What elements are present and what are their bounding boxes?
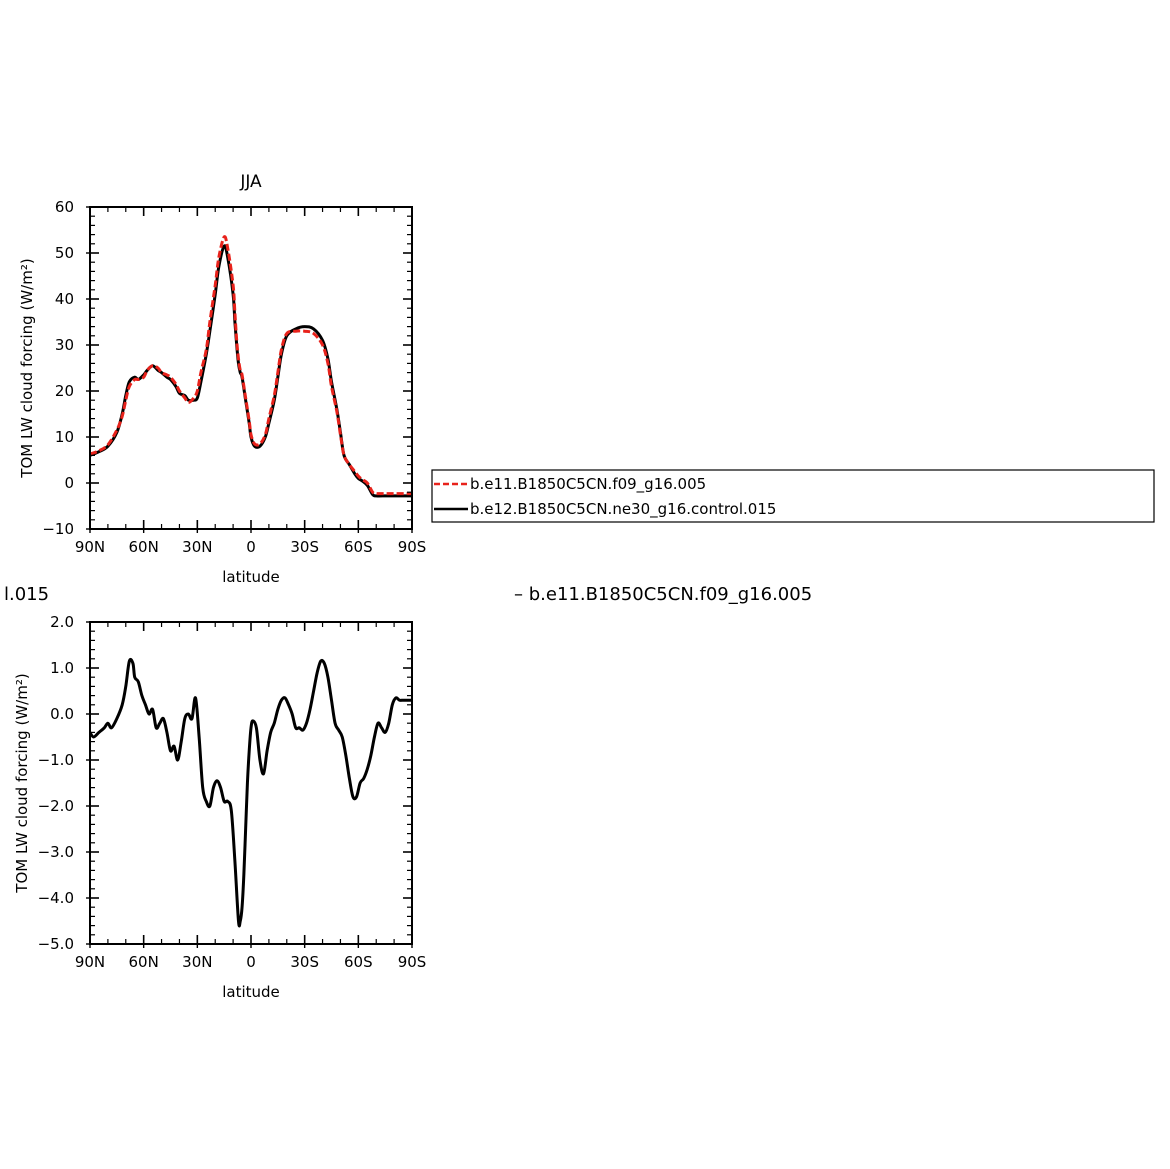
bottom-ytick-label: 1.0 — [50, 659, 74, 677]
top-ytick-label: 0 — [64, 474, 74, 492]
bottom-ytick-label: −1.0 — [38, 751, 74, 769]
bottom-xtick-label: 90S — [398, 953, 427, 971]
bottom-plot: 90N 60N 30N 0 30S 60S 90S −5.0 −4.0 −3.0 −2.0 −1.0 0… — [13, 613, 426, 1001]
bottom-plot-ylabel: TOM LW cloud forcing (W/m²) — [13, 673, 31, 893]
bottom-xtick-label: 60N — [129, 953, 159, 971]
top-ytick-label: −10 — [42, 520, 74, 538]
top-xtick-label: 0 — [246, 538, 256, 556]
legend-box — [431, 469, 1155, 523]
top-xtick-label: 60S — [344, 538, 373, 556]
top-plot-xlabel: latitude — [222, 568, 280, 586]
top-plot-ylabel: TOM LW cloud forcing (W/m²) — [18, 258, 36, 478]
bottom-ytick-label: −5.0 — [38, 935, 74, 953]
bottom-xtick-label: 0 — [246, 953, 256, 971]
top-xtick-label: 30S — [290, 538, 319, 556]
legend-label-black: b.e12.B1850C5CN.ne30_g16.control.015 — [470, 500, 776, 519]
top-ytick-label: 20 — [55, 382, 74, 400]
top-plot-title: JJA — [239, 172, 262, 192]
bottom-xtick-label: 90N — [75, 953, 105, 971]
top-ytick-label: 30 — [55, 336, 74, 354]
bottom-ytick-label: −3.0 — [38, 843, 74, 861]
legend-label-red: b.e11.B1850C5CN.f09_g16.005 — [470, 475, 706, 494]
bottom-plot-xlabel: latitude — [222, 983, 280, 1001]
top-xtick-label: 60N — [129, 538, 159, 556]
top-ytick-label: 10 — [55, 428, 74, 446]
top-ytick-label: 40 — [55, 290, 74, 308]
top-series-line-black — [90, 244, 412, 498]
top-xtick-label: 90S — [398, 538, 427, 556]
top-xtick-label: 90N — [75, 538, 105, 556]
top-ytick-label: 60 — [55, 198, 74, 216]
cut-title-right: – b.e11.B1850C5CN.f09_g16.005 — [514, 584, 812, 605]
bottom-plot-frame — [89, 621, 413, 945]
bottom-ytick-label: −2.0 — [38, 797, 74, 815]
bottom-xtick-label: 30S — [290, 953, 319, 971]
bottom-xtick-label: 60S — [344, 953, 373, 971]
top-xtick-label: 30N — [182, 538, 212, 556]
bottom-ytick-label: 2.0 — [50, 613, 74, 631]
cut-title-left: l.015 — [4, 584, 49, 605]
top-ytick-label: 50 — [55, 244, 74, 262]
legend: b.e11.B1850C5CN.f09_g16.005 b.e12.B1850C… — [431, 469, 1155, 523]
bottom-xtick-label: 30N — [182, 953, 212, 971]
top-plot: JJA 90N 60N 30N 0 30S 60S 90S−100102030405060 … — [18, 172, 426, 586]
top-series-line-red — [90, 235, 412, 496]
bottom-ytick-label: 0.0 — [50, 705, 74, 723]
bottom-series-line-black — [90, 657, 412, 928]
bottom-ytick-label: −4.0 — [38, 889, 74, 907]
